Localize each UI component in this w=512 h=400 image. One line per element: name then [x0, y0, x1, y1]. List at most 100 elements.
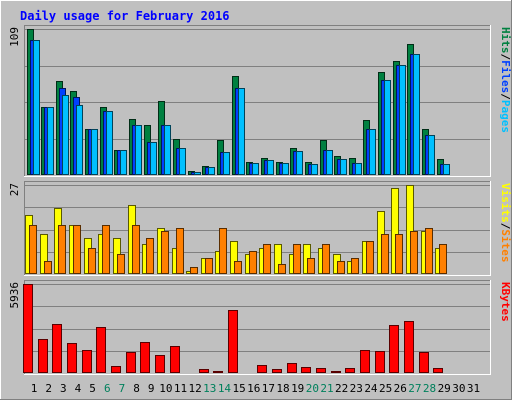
bar-sites-day-9 — [146, 238, 154, 274]
chart-title: Daily usage for February 2016 — [20, 9, 230, 23]
bar-kbytes-day-2 — [38, 339, 48, 373]
bar-kbytes-day-18 — [272, 369, 282, 373]
x-tick-label-day-14: 14 — [218, 382, 232, 395]
x-tick-label-day-9: 9 — [148, 382, 155, 395]
panel-kbytes: 5936 KBytes — [8, 280, 512, 375]
x-tick-label-day-22: 22 — [335, 382, 348, 395]
bar-kbytes-day-15 — [228, 310, 238, 373]
bar-sites-day-7 — [117, 254, 125, 274]
bar-kbytes-day-9 — [140, 342, 150, 373]
bar-sites-day-14 — [219, 228, 227, 274]
x-tick-label-day-1: 1 — [31, 382, 38, 395]
x-tick-label-day-31: 31 — [467, 382, 480, 395]
x-tick-label-day-5: 5 — [89, 382, 96, 395]
bar-pages-day-6 — [106, 111, 113, 175]
bar-kbytes-day-6 — [96, 327, 106, 373]
x-tick-label-day-10: 10 — [159, 382, 172, 395]
bar-pages-day-23 — [355, 163, 362, 175]
y-max-label: 5936 — [8, 282, 21, 309]
bar-kbytes-day-5 — [82, 350, 92, 373]
legend-visits: Visits — [499, 183, 512, 223]
axis-legend: Hits/Files/Pages — [499, 27, 512, 133]
bar-pages-day-7 — [120, 150, 127, 175]
bars — [25, 185, 447, 274]
bar-kbytes-day-27 — [404, 321, 414, 373]
x-tick-label-day-11: 11 — [174, 382, 187, 395]
bar-sites-day-1 — [29, 225, 37, 274]
x-tick-label-day-30: 30 — [452, 382, 465, 395]
bar-kbytes-day-29 — [433, 368, 443, 373]
bar-pages-day-20 — [311, 164, 318, 175]
x-tick-label-day-7: 7 — [119, 382, 126, 395]
bar-kbytes-day-11 — [170, 346, 180, 373]
legend-separator: / — [499, 93, 512, 100]
bar-kbytes-day-25 — [375, 351, 385, 373]
x-tick-label-day-3: 3 — [60, 382, 67, 395]
axis-legend: Visits/Sites — [499, 183, 512, 263]
bar-pages-day-10 — [164, 125, 171, 175]
legend-pages: Pages — [499, 100, 512, 133]
bar-sites-day-11 — [176, 228, 184, 274]
legend-separator: / — [499, 223, 512, 230]
bar-pages-day-26 — [399, 65, 406, 175]
bar-sites-day-4 — [73, 225, 81, 274]
bar-kbytes-day-26 — [389, 325, 399, 373]
bar-kbytes-day-24 — [360, 350, 370, 373]
bar-kbytes-day-20 — [301, 367, 311, 373]
bar-kbytes-day-13 — [199, 369, 209, 373]
bar-pages-day-4 — [76, 105, 83, 175]
bars — [23, 284, 443, 373]
x-tick-label-day-19: 19 — [291, 382, 304, 395]
bar-kbytes-day-23 — [345, 368, 355, 373]
legend-kbytes: KBytes — [499, 282, 512, 322]
x-tick-label-day-12: 12 — [189, 382, 202, 395]
x-tick-label-day-26: 26 — [394, 382, 407, 395]
x-tick-label-day-18: 18 — [276, 382, 289, 395]
bar-sites-day-6 — [102, 225, 110, 274]
bar-sites-day-17 — [263, 244, 271, 274]
bar-kbytes-day-10 — [155, 355, 165, 373]
bar-kbytes-day-17 — [257, 365, 267, 373]
bar-pages-day-22 — [340, 159, 347, 175]
bar-sites-day-20 — [307, 258, 315, 274]
x-tick-label-day-25: 25 — [379, 382, 392, 395]
bar-sites-day-3 — [58, 225, 66, 274]
y-max-label: 109 — [8, 27, 21, 47]
legend-separator: / — [499, 54, 512, 61]
bar-pages-day-16 — [252, 163, 259, 175]
bar-pages-day-18 — [282, 163, 289, 175]
bar-pages-day-5 — [91, 129, 98, 175]
x-tick-label-day-15: 15 — [232, 382, 245, 395]
bar-sites-day-26 — [395, 234, 403, 274]
axis-legend: KBytes — [499, 282, 512, 322]
x-tick-label-day-29: 29 — [438, 382, 451, 395]
bar-pages-day-28 — [428, 135, 435, 175]
x-tick-label-day-6: 6 — [104, 382, 111, 395]
bar-pages-day-21 — [326, 150, 333, 175]
bar-sites-day-13 — [205, 258, 213, 274]
legend-hits: Hits — [499, 27, 512, 54]
x-tick-label-day-17: 17 — [262, 382, 275, 395]
bar-pages-day-2 — [47, 107, 54, 175]
bar-sites-day-18 — [278, 264, 286, 274]
bar-kbytes-day-7 — [111, 366, 121, 373]
bar-pages-day-27 — [413, 54, 420, 175]
bar-kbytes-day-21 — [316, 368, 326, 373]
legend-sites: Sites — [499, 229, 512, 262]
bar-sites-day-24 — [366, 241, 374, 274]
bar-sites-day-2 — [44, 261, 52, 274]
bar-sites-day-28 — [425, 228, 433, 274]
x-tick-label-day-20: 20 — [306, 382, 319, 395]
bar-sites-day-19 — [293, 244, 301, 274]
bar-pages-day-1 — [33, 40, 40, 175]
bar-pages-day-24 — [369, 129, 376, 175]
bar-kbytes-day-22 — [331, 371, 341, 373]
x-tick-label-day-2: 2 — [45, 382, 52, 395]
bar-sites-day-22 — [337, 261, 345, 274]
x-axis-day-labels: 1 2 3 4 5 6 7 8 9 10 11 12 13 14 15 16 17 18 19 20 21 22 23 24 2… — [31, 382, 480, 395]
x-tick-label-day-4: 4 — [75, 382, 82, 395]
legend-files: Files — [499, 60, 512, 93]
bar-sites-day-16 — [249, 251, 257, 274]
